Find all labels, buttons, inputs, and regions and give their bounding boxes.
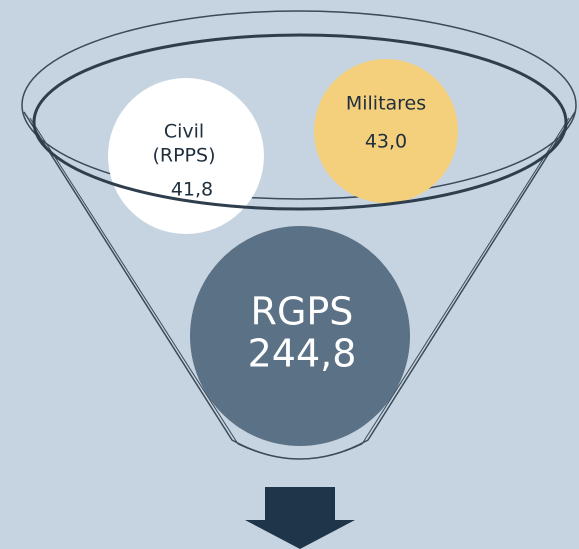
rgps-circle — [190, 226, 410, 446]
funnel-rim-inner — [32, 33, 568, 211]
funnel-rim-outer — [21, 10, 577, 200]
down-arrow — [245, 487, 355, 549]
funnel-sides-inner — [29, 117, 570, 460]
militares-label: Militares — [346, 93, 426, 115]
civil-value: 41,8 — [171, 179, 213, 201]
militares-circle — [314, 59, 458, 203]
rgps-label: RGPS — [251, 290, 354, 334]
civil-label: Civil — [164, 121, 204, 143]
rgps-value: 244,8 — [248, 332, 357, 376]
civil-circle — [108, 78, 264, 234]
civil-label: (RPPS) — [152, 145, 215, 167]
militares-value: 43,0 — [365, 131, 407, 153]
